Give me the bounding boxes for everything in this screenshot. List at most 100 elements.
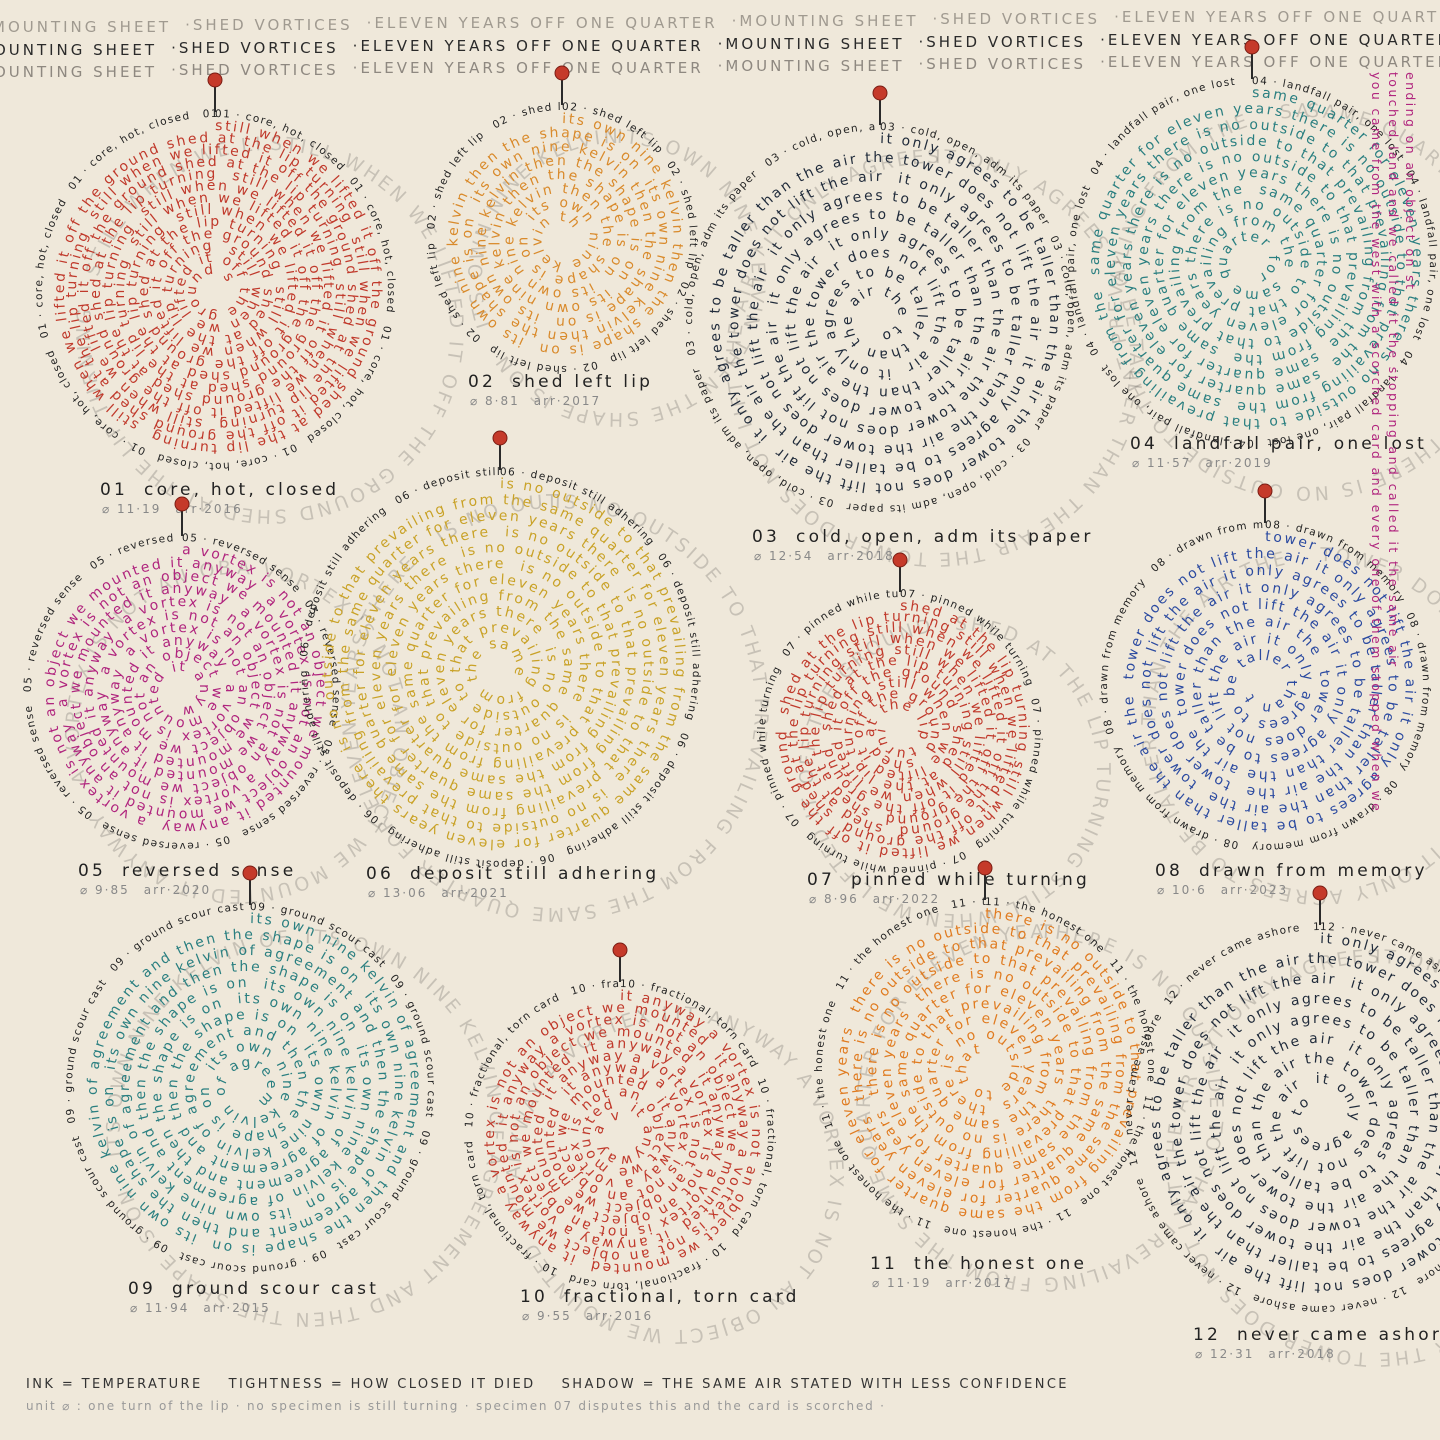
specimen-label: 11 the honest one <box>870 1254 1087 1274</box>
specimen-measure: ⌀ 11·94 <box>130 1301 189 1315</box>
header-band: ELEVEN YEARS OFF ONE QUARTER <box>1108 53 1440 71</box>
header-separator: · <box>353 59 361 77</box>
header-separator: · <box>171 61 179 79</box>
side-note-line: touched land and we called it the stoppi… <box>1386 72 1401 669</box>
pin-head <box>242 865 258 881</box>
specimen-sub: ⌀ 12·54 arr·2018 <box>754 549 895 563</box>
header-band-row: MOUNTING SHEET·SHED VORTICES·ELEVEN YEAR… <box>0 23 1440 59</box>
header-band: ELEVEN YEARS OFF ONE QUARTER <box>1108 31 1440 49</box>
specimen-number: 11 <box>870 1254 898 1274</box>
specimen-number: 02 <box>468 372 496 392</box>
specimen-number: 09 <box>128 1279 156 1299</box>
specimen-label: 02 shed left lip <box>468 372 653 392</box>
specimen-number: 12 <box>1193 1325 1221 1345</box>
pin-head <box>872 85 888 101</box>
specimen-sub: ⌀ 11·19 arr·2016 <box>102 502 243 516</box>
header-band: MOUNTING SHEET <box>725 35 904 53</box>
specimen-label: 08 drawn from memory <box>1155 861 1428 881</box>
specimen-measure: ⌀ 13·06 <box>368 886 427 900</box>
header-separator: · <box>353 37 361 55</box>
header-separator: · <box>933 10 941 28</box>
side-note-line: you came from the west with a scorched c… <box>1369 72 1384 813</box>
specimen-number: 01 <box>100 480 128 500</box>
header-separator: · <box>185 16 193 34</box>
specimen-title: reversed sense <box>122 861 296 881</box>
side-note-line: ending on an object on st <box>1403 72 1418 291</box>
specimen-label: 06 deposit still adhering <box>366 864 659 884</box>
header-band: SHED VORTICES <box>179 61 339 79</box>
ring-text: 04 · landfall pair, one lost <box>0 0 4 3</box>
specimen-measure: ⌀ 9·55 <box>522 1309 572 1323</box>
specimen-label: 05 reversed sense <box>78 861 296 881</box>
pin-head <box>207 72 223 88</box>
header: MOUNTING SHEET ·SHED VORTICES ·ELEVEN YEAR… <box>0 0 1440 81</box>
pin-head <box>1312 885 1328 901</box>
legend-key: INK = TEMPERATURE TIGHTNESS = HOW CLOSED… <box>26 1377 1069 1392</box>
header-separator: · <box>1100 53 1108 71</box>
specimen-date: arr·2016 <box>586 1309 653 1323</box>
specimen-measure: ⌀ 8·96 <box>809 892 859 906</box>
specimen-measure: ⌀ 11·57 <box>1132 456 1191 470</box>
header-separator: · <box>367 14 375 32</box>
specimen-date: arr·2023 <box>1221 883 1288 897</box>
specimen-number: 04 <box>1130 434 1158 454</box>
shadow-text-path: tower does not lift the air it only agre… <box>0 0 8 5</box>
specimen-label: 12 never came ashore <box>1193 1325 1440 1345</box>
specimen-date: arr·2015 <box>203 1301 270 1315</box>
shadow-text: tower does not lift the air it only agre… <box>0 0 11 5</box>
pin-head <box>554 65 570 81</box>
specimen-sub: ⌀ 13·06 arr·2021 <box>368 886 509 900</box>
specimen-measure: ⌀ 10·6 <box>1157 883 1207 897</box>
header-separator: · <box>1100 31 1108 49</box>
specimen-title: pinned while turning <box>851 870 1090 890</box>
specimen-number: 10 <box>520 1287 548 1307</box>
specimen-measure: ⌀ 11·19 <box>872 1276 931 1290</box>
specimen-title: the honest one <box>914 1254 1087 1274</box>
pin-head <box>892 552 908 568</box>
header-separator: · <box>718 57 726 75</box>
ring-text-path: 04 · landfall pair, one lost <box>0 0 3 3</box>
specimen-measure: ⌀ 12·31 <box>1195 1347 1254 1361</box>
header-separator: · <box>919 33 927 51</box>
pin-head <box>492 430 508 446</box>
header-band: MOUNTING SHEET <box>725 57 904 75</box>
header-band-row: MOUNTING SHEET·SHED VORTICES·ELEVEN YEAR… <box>0 45 1440 81</box>
specimen-sub: ⌀ 9·55 arr·2016 <box>522 1309 653 1323</box>
specimen-title: fractional, torn card <box>564 1287 800 1307</box>
specimen-sub: ⌀ 8·96 arr·2022 <box>809 892 940 906</box>
specimen-measure: ⌀ 9·85 <box>80 883 130 897</box>
header-separator: · <box>732 12 740 30</box>
specimen-sub: ⌀ 12·31 arr·2018 <box>1195 1347 1336 1361</box>
specimen-date: arr·2021 <box>441 886 508 900</box>
specimen-sub: ⌀ 11·94 arr·2015 <box>130 1301 271 1315</box>
spiral: still when we lifted it off the ground s… <box>0 0 382 456</box>
header-band: SHED VORTICES <box>926 33 1086 51</box>
specimen-sub: ⌀ 11·19 arr·2017 <box>872 1276 1013 1290</box>
specimen-title: drawn from memory <box>1199 861 1428 881</box>
header-band: SHED VORTICES <box>926 55 1086 73</box>
specimen-number: 08 <box>1155 861 1183 881</box>
specimen-number: 05 <box>78 861 106 881</box>
specimen-title: never came ashore <box>1237 1325 1440 1345</box>
specimen-date: arr·2018 <box>827 549 894 563</box>
header-band: MOUNTING SHEET <box>0 41 157 59</box>
specimen-sub: ⌀ 10·6 arr·2023 <box>1157 883 1288 897</box>
specimen-measure: ⌀ 12·54 <box>754 549 813 563</box>
specimen-date: arr·2017 <box>945 1276 1012 1290</box>
header-separator: · <box>171 39 179 57</box>
header-separator: · <box>919 55 927 73</box>
header-separator: · <box>1114 8 1122 26</box>
specimen-label: 09 ground scour cast <box>128 1279 379 1299</box>
header-band-row: MOUNTING SHEET·SHED VORTICES·ELEVEN YEAR… <box>0 0 1440 36</box>
spiral-text-path: it only agrees to be taller than the air… <box>764 188 1003 439</box>
pin-head <box>1257 483 1273 499</box>
specimen-measure: ⌀ 8·81 <box>470 394 520 408</box>
header-band: MOUNTING SHEET <box>0 63 157 81</box>
specimen-number: 03 <box>752 527 780 547</box>
specimen-label: 03 cold, open, adm its paper <box>752 527 1094 547</box>
specimen-number: 07 <box>807 870 835 890</box>
header-separator: · <box>718 35 726 53</box>
